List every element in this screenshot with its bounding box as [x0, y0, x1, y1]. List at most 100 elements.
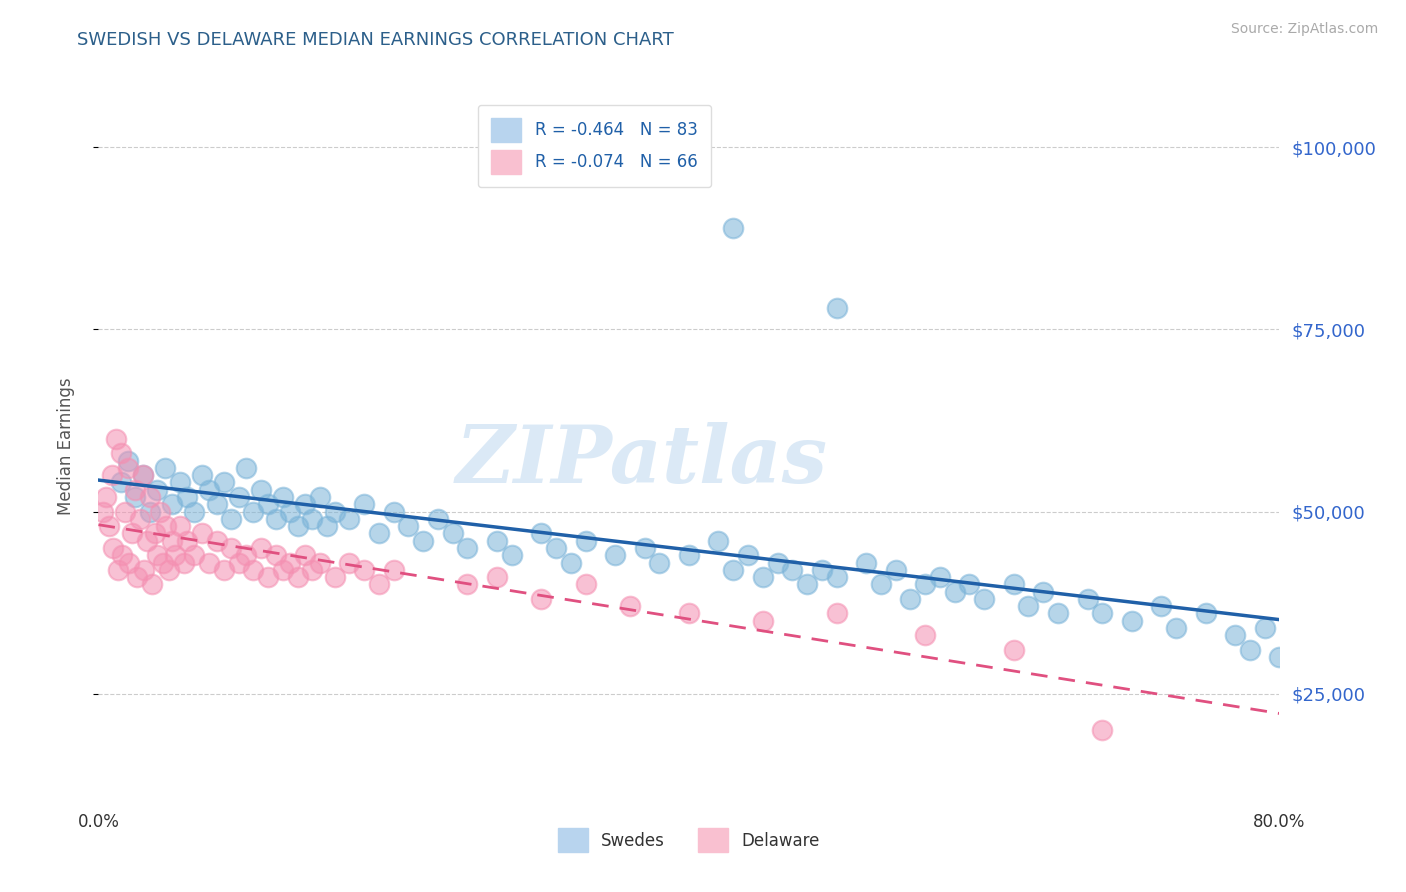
Point	[301, 563, 323, 577]
Point	[198, 483, 221, 497]
Point	[294, 497, 316, 511]
Point	[309, 490, 332, 504]
Point	[294, 548, 316, 562]
Point	[205, 497, 228, 511]
Point	[1002, 577, 1025, 591]
Point	[766, 556, 789, 570]
Point	[1225, 628, 1247, 642]
Point	[501, 548, 523, 562]
Point	[191, 526, 214, 541]
Point	[250, 541, 273, 555]
Point	[250, 483, 273, 497]
Point	[136, 533, 159, 548]
Legend: Swedes, Delaware: Swedes, Delaware	[551, 822, 827, 859]
Point	[339, 556, 361, 570]
Point	[825, 570, 848, 584]
Point	[1091, 723, 1114, 737]
Point	[97, 519, 120, 533]
Point	[228, 490, 250, 504]
Point	[884, 563, 907, 577]
Point	[169, 519, 191, 533]
Point	[176, 533, 198, 548]
Point	[796, 577, 818, 591]
Point	[287, 519, 309, 533]
Point	[782, 563, 804, 577]
Point	[173, 556, 195, 570]
Point	[162, 497, 183, 511]
Point	[723, 563, 745, 577]
Point	[368, 577, 391, 591]
Point	[575, 577, 598, 591]
Point	[132, 468, 155, 483]
Point	[855, 556, 877, 570]
Point	[316, 519, 339, 533]
Point	[1077, 591, 1099, 606]
Point	[707, 533, 730, 548]
Point	[575, 533, 598, 548]
Point	[157, 563, 180, 577]
Point	[169, 475, 191, 490]
Point	[752, 614, 775, 628]
Point	[323, 504, 346, 518]
Point	[257, 570, 280, 584]
Point	[825, 301, 848, 315]
Text: Source: ZipAtlas.com: Source: ZipAtlas.com	[1230, 22, 1378, 37]
Point	[242, 504, 264, 518]
Point	[1195, 607, 1218, 621]
Point	[235, 548, 257, 562]
Point	[100, 468, 122, 483]
Point	[1032, 584, 1054, 599]
Point	[271, 563, 294, 577]
Point	[457, 541, 479, 555]
Point	[221, 512, 243, 526]
Point	[121, 526, 143, 541]
Point	[368, 526, 391, 541]
Point	[198, 556, 221, 570]
Point	[235, 460, 257, 475]
Point	[546, 541, 568, 555]
Point	[1268, 650, 1291, 665]
Point	[162, 533, 183, 548]
Point	[382, 563, 405, 577]
Point	[191, 468, 214, 483]
Point	[457, 577, 479, 591]
Point	[353, 497, 375, 511]
Point	[221, 541, 243, 555]
Point	[118, 556, 141, 570]
Point	[132, 468, 155, 483]
Text: SWEDISH VS DELAWARE MEDIAN EARNINGS CORRELATION CHART: SWEDISH VS DELAWARE MEDIAN EARNINGS CORR…	[77, 31, 673, 49]
Point	[752, 570, 775, 584]
Point	[530, 526, 553, 541]
Point	[183, 548, 205, 562]
Point	[1166, 621, 1188, 635]
Text: ZIPatlas: ZIPatlas	[456, 422, 828, 499]
Point	[183, 504, 205, 518]
Point	[737, 548, 759, 562]
Point	[94, 490, 117, 504]
Point	[143, 526, 166, 541]
Point	[124, 490, 146, 504]
Point	[678, 548, 700, 562]
Point	[634, 541, 657, 555]
Point	[1047, 607, 1070, 621]
Point	[107, 563, 129, 577]
Point	[242, 563, 264, 577]
Point	[605, 548, 627, 562]
Point	[103, 541, 125, 555]
Point	[309, 556, 332, 570]
Point	[271, 490, 294, 504]
Point	[811, 563, 834, 577]
Point	[1254, 621, 1277, 635]
Point	[153, 460, 176, 475]
Point	[117, 453, 139, 467]
Point	[264, 512, 287, 526]
Point	[139, 490, 162, 504]
Point	[678, 607, 700, 621]
Point	[155, 519, 177, 533]
Point	[111, 548, 134, 562]
Point	[723, 220, 745, 235]
Point	[264, 548, 287, 562]
Point	[1150, 599, 1173, 614]
Point	[152, 556, 174, 570]
Point	[1018, 599, 1040, 614]
